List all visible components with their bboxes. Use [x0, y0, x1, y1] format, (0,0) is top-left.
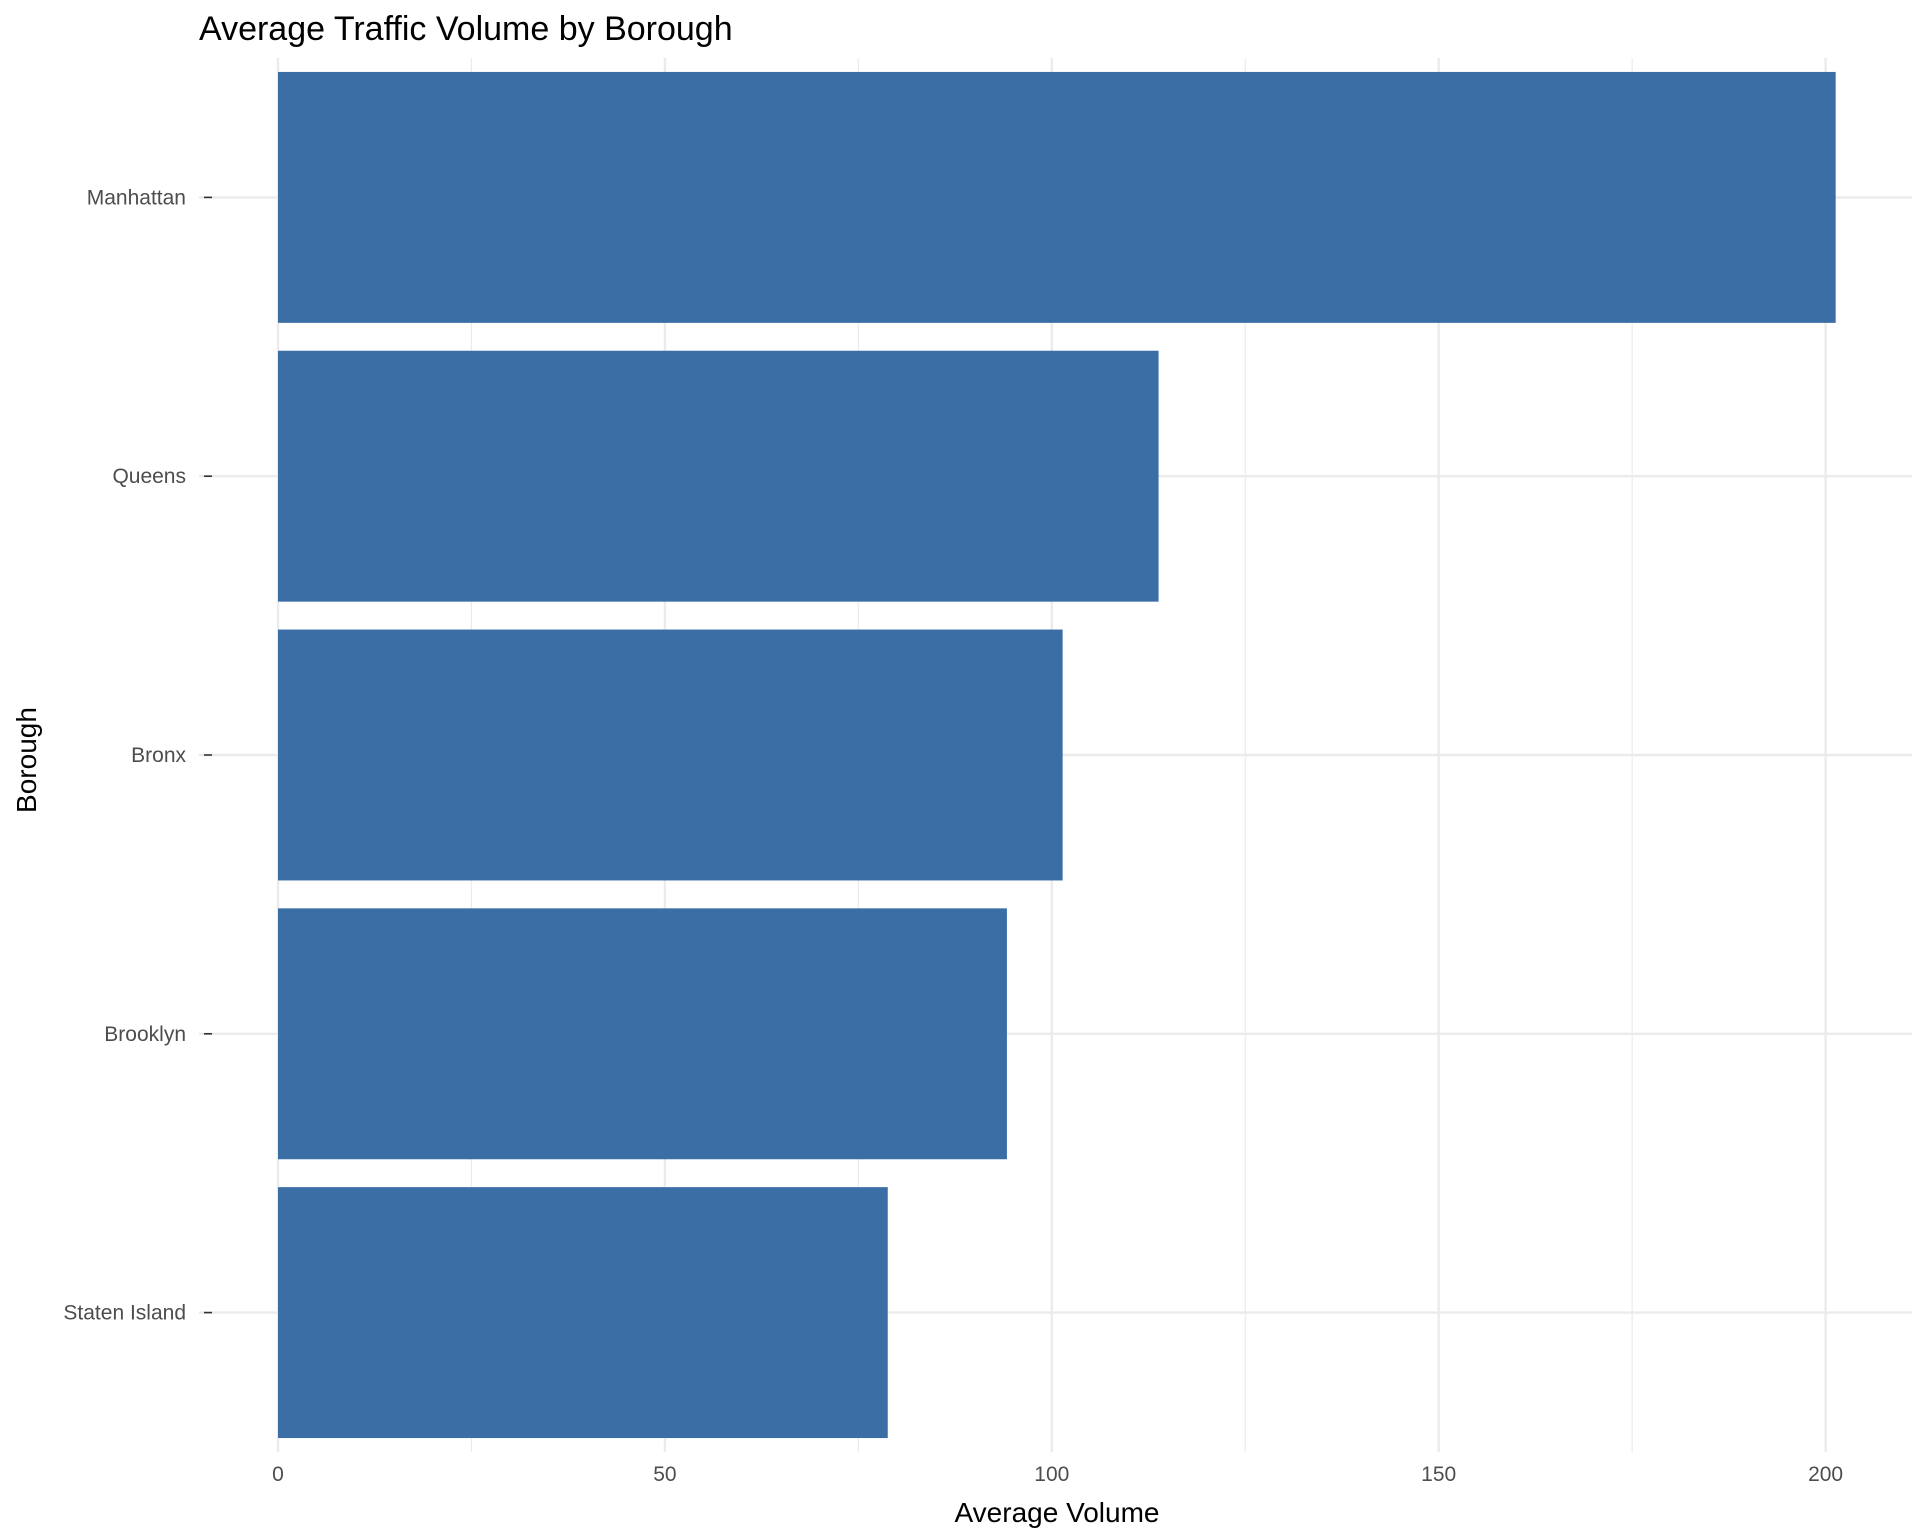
y-tick-label: Queens [112, 465, 186, 488]
tick-layer: 0 50 100 150 200 Manhattan Queens Bronx Brooklyn… [63, 186, 1843, 1486]
bar [278, 71, 1836, 323]
x-tick-label: 200 [1808, 1463, 1843, 1486]
x-tick-label: 0 [272, 1463, 284, 1486]
y-tick-label: Manhattan [87, 186, 186, 209]
bar-layer [278, 71, 1836, 1439]
x-tick-label: 100 [1034, 1463, 1069, 1486]
y-tick-label: Brooklyn [104, 1023, 186, 1046]
y-tick-label: Bronx [131, 744, 186, 767]
chart-title: Average Traffic Volume by Borough [199, 10, 733, 48]
y-axis-title: Borough [11, 707, 42, 813]
bar [278, 1187, 888, 1439]
bar [278, 908, 1007, 1160]
bar [278, 629, 1063, 881]
x-tick-label: 50 [653, 1463, 676, 1486]
y-tick-label: Staten Island [63, 1302, 186, 1325]
bar [278, 350, 1159, 602]
x-axis-title: Average Volume [955, 1497, 1160, 1528]
x-tick-label: 150 [1421, 1463, 1456, 1486]
